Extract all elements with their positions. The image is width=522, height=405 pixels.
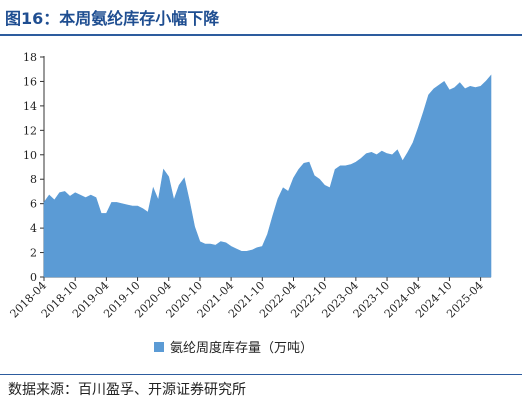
y-tick-label: 14 [23, 100, 37, 113]
legend: 氨纶周度库存量（万吨） [154, 340, 313, 356]
plot-area [43, 74, 492, 278]
footer-rule [0, 374, 522, 375]
legend-label: 氨纶周度库存量（万吨） [170, 340, 313, 356]
y-tick-label: 16 [23, 75, 37, 88]
y-tick-label: 6 [30, 198, 37, 211]
area-chart: 0 2 4 6 8 10 12 14 16 18 2018-042018-102019-04201… [8, 51, 492, 356]
y-tick-label: 0 [30, 271, 37, 284]
data-source-note: 数据来源：百川盈孚、开源证券研究所 [8, 382, 246, 398]
y-tick-label: 8 [30, 173, 37, 186]
title-rule [0, 34, 522, 36]
y-tick-label: 12 [23, 124, 37, 137]
y-tick-label: 2 [30, 247, 37, 260]
y-tick-label: 18 [23, 51, 37, 64]
chart-title: 图16：本周氨纶库存小幅下降 [5, 9, 220, 28]
series-area [43, 74, 492, 278]
y-tick-label: 10 [23, 149, 37, 162]
y-axis: 0 2 4 6 8 10 12 14 16 18 [23, 51, 45, 284]
legend-swatch [154, 342, 164, 352]
x-axis: 2018-042018-102019-042019-102020-042020-… [8, 276, 491, 320]
y-tick-label: 4 [30, 222, 37, 235]
